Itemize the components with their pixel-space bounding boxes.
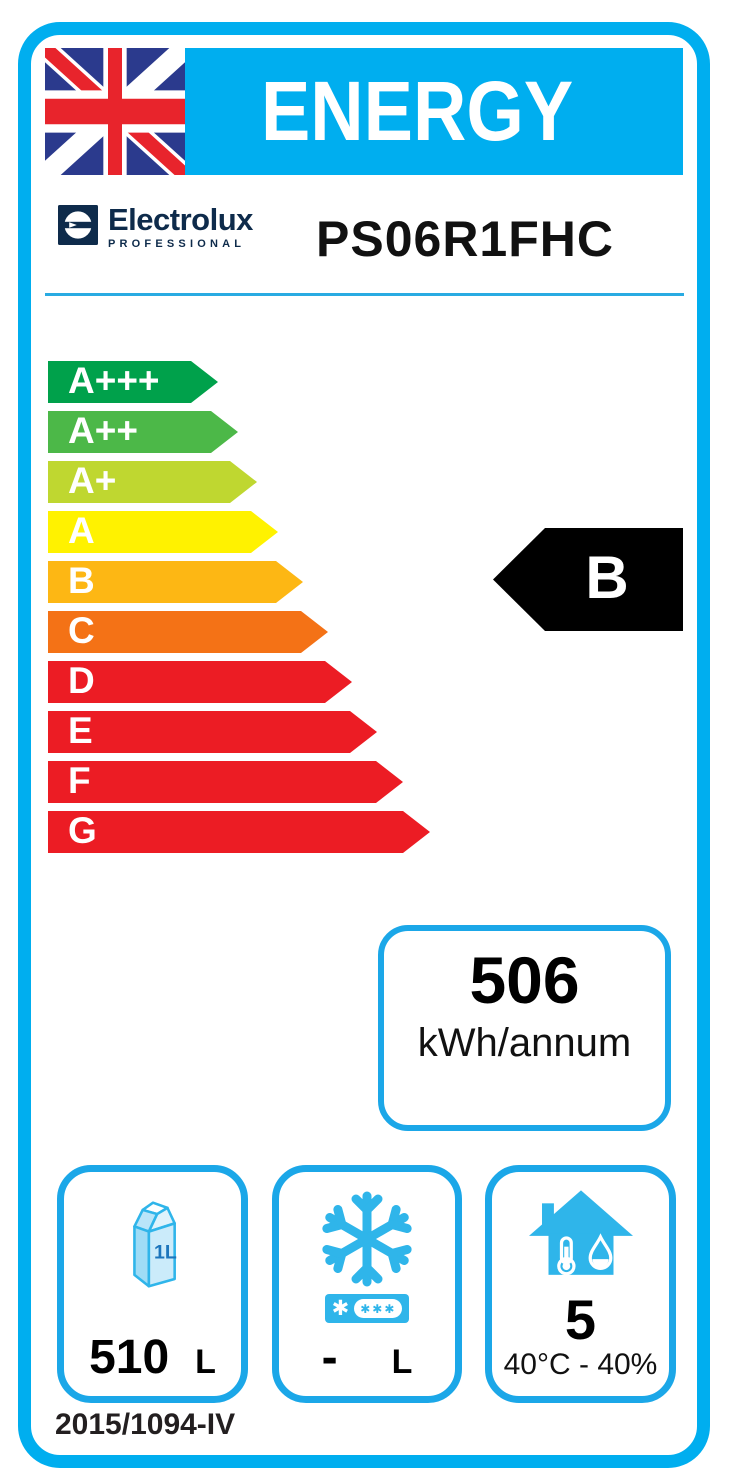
rating-arrow-d: D — [48, 661, 352, 703]
house-climate-icon — [528, 1190, 633, 1276]
rating-arrow-label: F — [68, 760, 91, 801]
three-star-icon: ✱✱✱ — [360, 1301, 397, 1316]
freezer-volume-row: - L — [322, 1334, 413, 1382]
brand-logo: Electrolux PROFESSIONAL — [58, 202, 253, 250]
consumption-unit: kWh/annum — [417, 1021, 632, 1065]
consumption-box: 506 kWh/annum — [378, 925, 671, 1131]
rating-arrow-b: B — [48, 561, 303, 603]
freezer-volume-box: ✱ ✱✱✱ - L — [272, 1165, 462, 1403]
freezer-volume-value: - — [321, 1331, 338, 1384]
rating-arrow-label: G — [68, 810, 97, 851]
rating-arrow-label: A++ — [68, 410, 138, 451]
rating-arrow-e: E — [48, 711, 377, 753]
milk-carton-icon: 1L — [132, 1201, 177, 1288]
rating-arrow-label: A — [68, 510, 95, 551]
model-number: PS06R1FHC — [316, 211, 614, 267]
climate-condition: 40°C - 40% — [503, 1348, 658, 1381]
rating-arrow-label: A+++ — [68, 360, 160, 401]
regulation-reference: 2015/1094-IV — [55, 1408, 236, 1441]
climate-class-value: 5 — [564, 1288, 597, 1351]
rating-arrow-g: G — [48, 811, 430, 853]
rating-arrow-label: D — [68, 660, 95, 701]
rating-arrow-label: E — [68, 710, 93, 751]
rating-arrow-a: A — [48, 511, 278, 553]
rating-arrow-ap: A+ — [48, 461, 257, 503]
star-pill: ✱✱✱ — [354, 1299, 403, 1318]
brand-subtitle: PROFESSIONAL — [108, 238, 246, 250]
climate-class-box: 5 40°C - 40% — [485, 1165, 676, 1403]
brand-name: Electrolux — [108, 202, 253, 237]
fridge-volume-box: 1L 510 L — [57, 1165, 248, 1403]
rating-scale: A+++ A++ A+ A B C D E F G — [48, 361, 468, 861]
fridge-volume-value: 510 — [89, 1331, 170, 1384]
carton-volume-label: 1L — [154, 1241, 177, 1263]
rating-arrow-label: C — [68, 610, 95, 651]
star-icon: ✱ — [331, 1297, 350, 1320]
fridge-volume-row: 510 L — [89, 1334, 216, 1382]
energy-title: ENERGY — [261, 64, 574, 158]
freezer-star-rating-badge: ✱ ✱✱✱ — [325, 1294, 409, 1323]
freezer-volume-unit: L — [391, 1343, 413, 1381]
rating-arrow-f: F — [48, 761, 403, 803]
rating-arrow-c: C — [48, 611, 328, 653]
energy-banner: ENERGY — [185, 48, 683, 175]
header-divider — [45, 293, 684, 296]
snowflake-icon — [317, 1188, 417, 1290]
current-rating-letter: B — [585, 544, 629, 611]
uk-flag-icon — [45, 48, 185, 175]
rating-arrow-appp: A+++ — [48, 361, 218, 403]
rating-arrow-label: B — [68, 560, 95, 601]
consumption-value: 506 — [469, 943, 580, 1017]
brand-text: Electrolux PROFESSIONAL — [108, 202, 253, 250]
label-border — [18, 22, 710, 1468]
electrolux-symbol-icon — [58, 205, 98, 245]
rating-arrow-label: A+ — [68, 460, 117, 501]
rating-arrow-app: A++ — [48, 411, 238, 453]
fridge-volume-unit: L — [195, 1343, 216, 1381]
